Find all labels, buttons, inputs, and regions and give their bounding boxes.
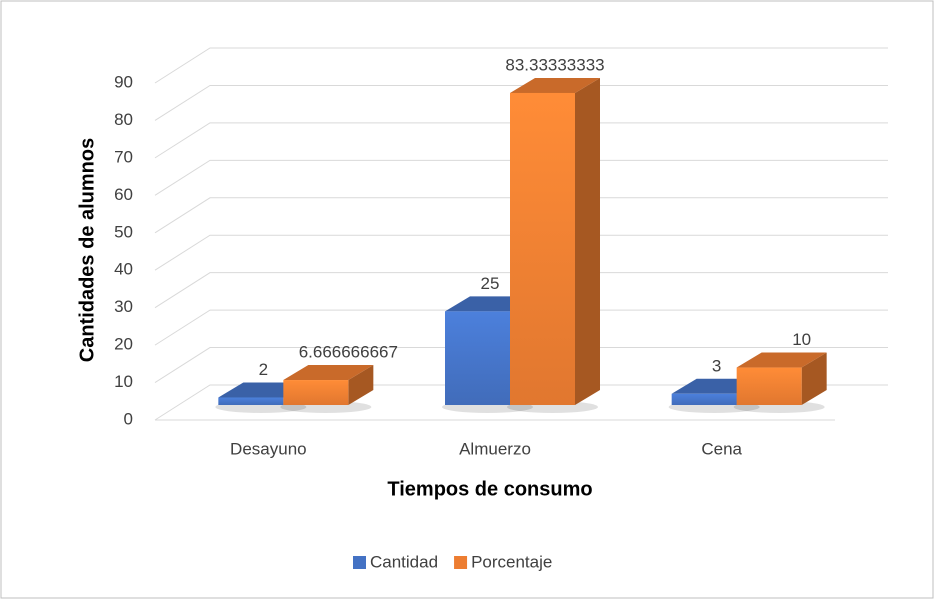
y-tick-label: 50: [114, 222, 133, 241]
y-tick-label: 90: [114, 72, 133, 91]
data-label: 6.666666667: [299, 343, 398, 362]
grid-line: [154, 347, 888, 383]
grid-line: [154, 159, 888, 196]
bar: [283, 380, 349, 405]
data-label: 2: [259, 360, 268, 379]
grid-line: [154, 272, 888, 309]
bar-side: [348, 365, 374, 405]
legend-label: Cantidad: [370, 552, 438, 571]
y-tick-label: 60: [114, 185, 133, 204]
legend-swatch: [353, 556, 366, 569]
bar: [510, 92, 575, 406]
grid-line: [154, 384, 888, 421]
data-label: 25: [481, 274, 500, 293]
y-axis-title: Cantidades de alumnos: [76, 138, 98, 363]
bar-top: [510, 77, 600, 93]
x-axis-title: Tiempos de consumo: [387, 478, 592, 500]
legend-swatch: [454, 556, 468, 569]
y-tick-label: 40: [114, 260, 133, 279]
bar-side: [801, 352, 827, 405]
bar: [445, 311, 510, 405]
data-label: 3: [712, 356, 721, 375]
grid-line: [154, 84, 888, 121]
bar: [671, 393, 737, 405]
y-tick-label: 0: [124, 409, 133, 428]
bar-top: [736, 352, 827, 368]
y-tick-label: 20: [114, 335, 133, 354]
x-tick-label: Almuerzo: [459, 439, 531, 458]
bar-top: [283, 365, 374, 381]
grid-line: [154, 122, 888, 159]
y-tick-label: 30: [114, 297, 133, 316]
y-tick-label: 10: [114, 372, 133, 391]
grid-line: [154, 47, 888, 84]
data-label: 10: [792, 330, 811, 349]
bar-side: [575, 77, 600, 406]
grid-line: [154, 309, 888, 346]
y-tick-label: 70: [114, 147, 133, 166]
y-tick-label: 80: [114, 110, 133, 129]
bar: [736, 367, 802, 405]
x-tick-label: Desayuno: [230, 439, 307, 458]
grid-line: [154, 197, 888, 234]
bar: [218, 397, 284, 405]
legend-label: Porcentaje: [471, 552, 552, 571]
data-label: 83.33333333: [505, 55, 604, 74]
x-tick-label: Cena: [701, 439, 742, 458]
grid-line: [154, 234, 888, 271]
